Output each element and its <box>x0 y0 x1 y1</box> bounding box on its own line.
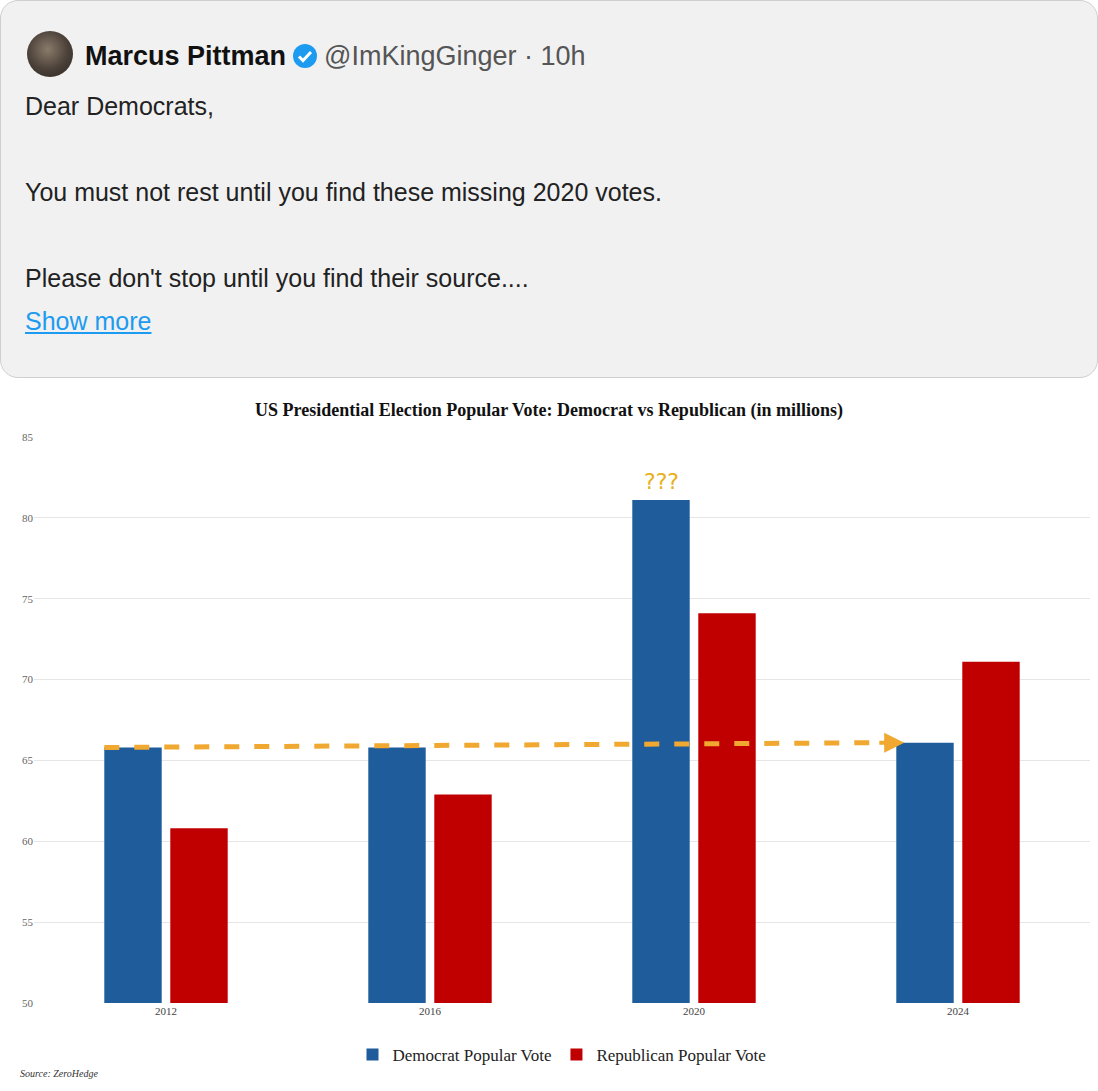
svg-text:65: 65 <box>22 754 34 766</box>
svg-text:2012: 2012 <box>155 1005 177 1017</box>
svg-text:55: 55 <box>22 916 34 928</box>
svg-text:75: 75 <box>22 593 34 605</box>
svg-text:80: 80 <box>22 512 34 524</box>
html-text:@ImKingGinger · 10h: @ImKingGinger · 10h <box>324 41 586 71</box>
svg-text:50: 50 <box>22 997 34 1009</box>
svg-text:85: 85 <box>22 431 34 443</box>
html-text:You must not rest until you fi: You must not rest until you find these m… <box>25 178 662 206</box>
html-text:Source: ZeroHedge: Source: ZeroHedge <box>20 1068 98 1079</box>
html-text:Marcus Pittman: Marcus Pittman <box>85 41 287 71</box>
svg-text:Republican Popular Vote: Republican Popular Vote <box>596 1046 765 1065</box>
html-text:Please don't stop until you fi: Please don't stop until you find their s… <box>25 264 529 292</box>
svg-text:US Presidential Election Popul: US Presidential Election Popular Vote: D… <box>255 400 843 421</box>
svg-text:???: ??? <box>644 469 679 494</box>
html-text:Dear Democrats,: Dear Democrats, <box>25 92 214 120</box>
svg-text:Democrat Popular Vote: Democrat Popular Vote <box>393 1046 552 1065</box>
html-text:Show more: Show more <box>25 307 152 335</box>
svg-text:70: 70 <box>22 673 34 685</box>
svg-text:2024: 2024 <box>947 1005 970 1017</box>
svg-text:2020: 2020 <box>683 1005 706 1017</box>
svg-text:2016: 2016 <box>419 1005 442 1017</box>
svg-text:60: 60 <box>22 835 34 847</box>
